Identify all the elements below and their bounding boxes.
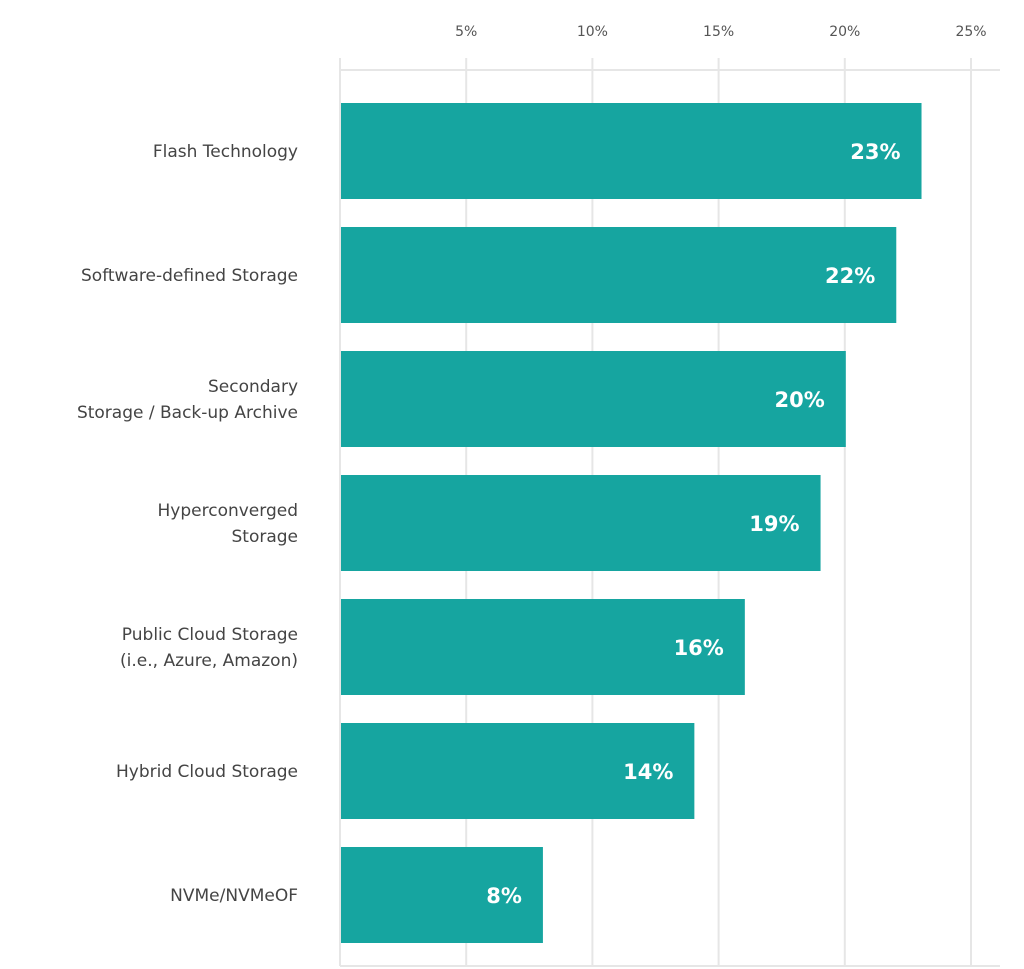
data-label: 22%: [825, 264, 875, 288]
data-label: 8%: [486, 884, 522, 908]
category-label: Hyperconverged: [158, 501, 298, 521]
x-tick-label: 20%: [829, 24, 860, 40]
category-label: Storage: [231, 527, 298, 547]
bar: [341, 227, 897, 323]
category-label: Flash Technology: [153, 142, 298, 162]
category-label: Hybrid Cloud Storage: [116, 762, 298, 782]
data-label: 20%: [775, 388, 825, 412]
data-label: 16%: [674, 636, 724, 660]
bar: [341, 599, 745, 695]
category-label: (i.e., Azure, Amazon): [120, 651, 298, 671]
x-tick-label: 10%: [577, 24, 608, 40]
x-tick-label: 25%: [955, 24, 986, 40]
bar: [341, 847, 543, 943]
category-label: Storage / Back-up Archive: [77, 403, 298, 423]
bar: [341, 723, 695, 819]
data-label: 19%: [749, 512, 799, 536]
category-label: Secondary: [208, 377, 298, 397]
data-label: 14%: [623, 760, 673, 784]
category-label: Software-defined Storage: [81, 266, 298, 286]
data-label: 23%: [850, 140, 900, 164]
category-label: NVMe/NVMeOF: [170, 886, 298, 906]
category-label: Public Cloud Storage: [122, 625, 298, 645]
x-tick-label: 5%: [455, 24, 477, 40]
x-tick-label: 15%: [703, 24, 734, 40]
bar: [341, 351, 846, 447]
bar: [341, 103, 922, 199]
bar: [341, 475, 821, 571]
